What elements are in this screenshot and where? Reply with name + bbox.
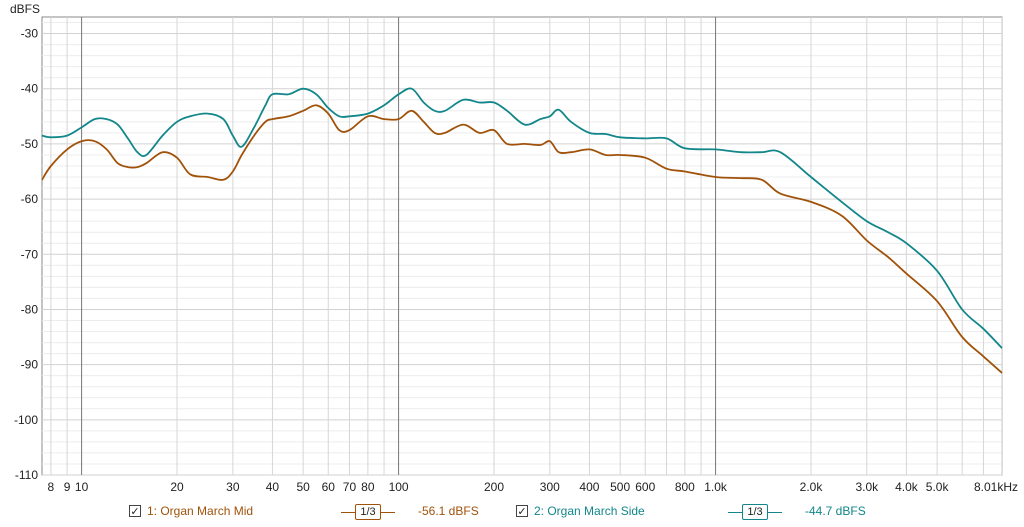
x-tick-label: 300	[540, 480, 560, 494]
series-line-side	[41, 87, 1003, 349]
checkbox-mid[interactable]: ✓	[129, 505, 141, 518]
x-tick-label: 200	[484, 480, 504, 494]
x-tick-label: 50	[296, 480, 310, 494]
smoothing-line-side-right	[768, 512, 782, 513]
y-tick-label: -70	[21, 247, 39, 261]
y-tick-label: -60	[21, 192, 39, 206]
y-tick-label: -80	[21, 302, 39, 316]
y-tick-label: -50	[21, 137, 39, 151]
checkbox-side[interactable]: ✓	[516, 505, 528, 518]
legend-level-mid: -56.1 dBFS	[418, 504, 479, 518]
y-tick-labels: -30 -40 -50 -60 -70 -80 -90 -100 -110	[14, 27, 38, 482]
x-tick-label: 10	[75, 480, 89, 494]
x-tick-label: 60	[322, 480, 336, 494]
legend: ✓ 1: Organ March Mid 1/3 -56.1 dBFS ✓ 2:…	[0, 500, 1024, 527]
x-tick-label: 8	[48, 480, 55, 494]
x-tick-label: 500	[610, 480, 630, 494]
smoothing-button-mid[interactable]: 1/3	[355, 504, 381, 520]
x-tick-label: 1.0k	[704, 480, 728, 494]
x-tick-label: 3.0k	[855, 480, 879, 494]
x-tick-label: 30	[226, 480, 240, 494]
y-tick-label: -90	[21, 358, 39, 372]
legend-item-side[interactable]: ✓ 2: Organ March Side	[516, 504, 645, 518]
x-tick-label: 600	[635, 480, 655, 494]
y-tick-label: -30	[21, 27, 39, 41]
grid	[42, 17, 1003, 476]
smoothing-button-side[interactable]: 1/3	[742, 504, 768, 520]
legend-label-mid: 1: Organ March Mid	[147, 504, 254, 518]
series-line-mid	[41, 104, 1003, 374]
smoothing-line-mid-left	[341, 512, 355, 513]
y-tick-label: -100	[14, 413, 38, 427]
legend-level-side-wrap: -44.7 dBFS	[805, 504, 866, 518]
legend-level-mid-wrap: -56.1 dBFS	[418, 504, 479, 518]
x-tick-label: 2.0k	[800, 480, 824, 494]
smoothing-line-mid-right	[381, 512, 395, 513]
y-tick-label: -110	[15, 468, 38, 482]
x-tick-labels: 8 9 10 20 30 40 50 60 70 80 100 200 300 400 500 600 800 1…	[48, 480, 1018, 494]
x-tick-label: 8.01kHz	[974, 480, 1018, 494]
legend-level-side: -44.7 dBFS	[805, 504, 866, 518]
x-tick-label: 40	[266, 480, 280, 494]
x-tick-label: 4.0k	[895, 480, 919, 494]
series-lines	[41, 87, 1003, 374]
x-tick-label: 100	[389, 480, 409, 494]
y-axis-label: dBFS	[10, 2, 40, 16]
x-tick-label: 400	[579, 480, 599, 494]
y-tick-label: -40	[21, 82, 39, 96]
x-tick-label: 9	[64, 480, 71, 494]
x-tick-label: 20	[170, 480, 184, 494]
x-tick-label: 70	[343, 480, 357, 494]
legend-item-mid[interactable]: ✓ 1: Organ March Mid	[129, 504, 253, 518]
x-tick-label: 5.0k	[926, 480, 950, 494]
x-tick-label: 800	[675, 480, 695, 494]
smoothing-line-side-left	[728, 512, 742, 513]
legend-label-side: 2: Organ March Side	[534, 504, 645, 518]
plot-area[interactable]	[41, 16, 1003, 476]
frequency-response-chart: dBFS -30 -40 -50 -60 -70 -80 -90 -100 -110 8 9 10 2…	[10, 2, 1018, 494]
x-tick-label: 80	[361, 480, 375, 494]
